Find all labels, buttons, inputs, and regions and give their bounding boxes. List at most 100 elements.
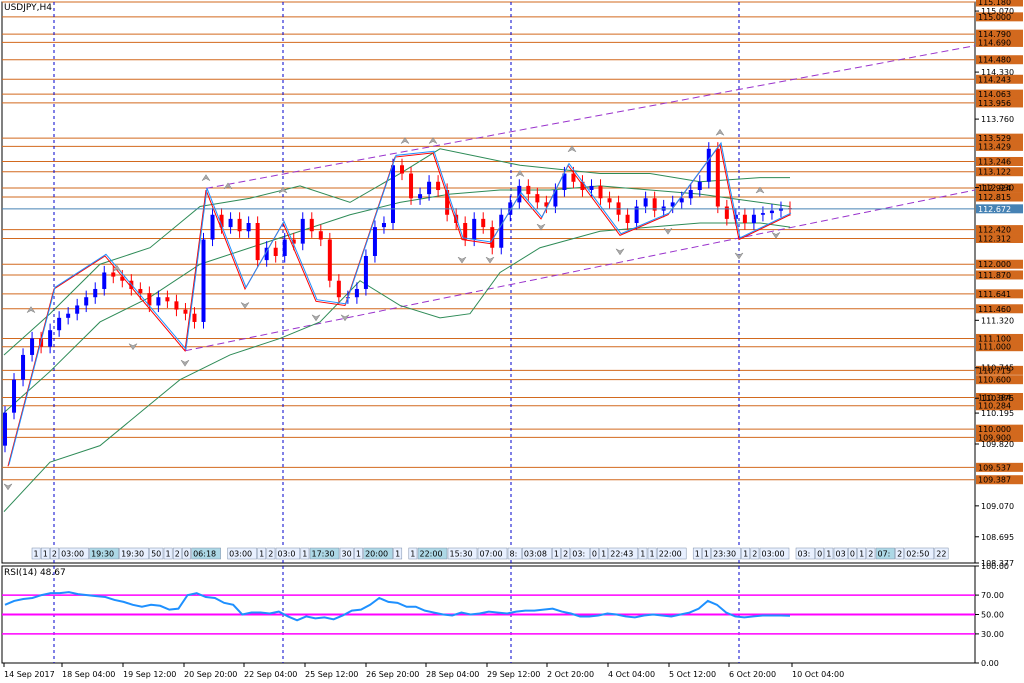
price-level-label: 114.063 [978, 90, 1011, 99]
fractal-up-arrow [567, 145, 577, 153]
zigzag-red-line [7, 143, 791, 467]
candle-body [156, 297, 161, 306]
price-level-label: 109.900 [978, 433, 1011, 442]
candle-body [372, 227, 377, 256]
fractal-down-arrow [311, 314, 321, 322]
candle-body [418, 194, 423, 199]
candle-body [760, 213, 765, 215]
price-level-label: 111.870 [978, 271, 1011, 280]
time-label-text: 22:00 [659, 550, 682, 559]
price-level-tag [976, 0, 1023, 7]
price-level-label: 111.100 [978, 334, 1011, 343]
candle-body [84, 297, 89, 306]
candle-body [12, 379, 17, 413]
price-level-label: 109.537 [978, 463, 1011, 472]
time-label-text: 03:00 [762, 550, 785, 559]
candle-body [309, 218, 314, 232]
fractal-up-arrow [112, 264, 122, 273]
time-label-box [59, 547, 89, 560]
candle-body [445, 190, 450, 215]
candle-body [120, 276, 125, 281]
price-level-tag [976, 392, 1023, 402]
candle-body [381, 223, 386, 228]
price-level-label: 112.924 [978, 184, 1011, 193]
time-label-box [857, 547, 867, 560]
time-label-box [904, 547, 935, 560]
candle-body [147, 293, 152, 306]
price-level-label: 111.460 [978, 305, 1011, 314]
price-level-tag [976, 475, 1023, 485]
time-label-text: 15:30 [450, 550, 473, 559]
time-label-text: 02:50 [906, 550, 929, 559]
price-level-label: 112.000 [978, 260, 1011, 269]
time-label-box [300, 547, 310, 560]
fractal-up-arrow [26, 306, 36, 314]
fractal-down-arrow [734, 252, 744, 260]
time-label-box [275, 547, 301, 560]
time-label-text: 30 [342, 550, 352, 559]
price-level-tag [976, 167, 1023, 177]
candle-body [201, 239, 206, 322]
price-level-label: 110.384 [978, 393, 1011, 402]
fractal-down-arrow [536, 223, 546, 231]
time-label-text: 22:00 [420, 550, 443, 559]
price-level-label: 114.243 [978, 75, 1011, 84]
price-level-label: 115.000 [978, 13, 1011, 22]
candle-body [165, 297, 170, 302]
time-label-box [599, 547, 609, 560]
candle-body [246, 223, 251, 232]
price-level-tag [976, 304, 1023, 314]
price-level-label: 111.641 [978, 290, 1011, 299]
candle-body [607, 198, 612, 203]
rsi-line [4, 591, 791, 622]
time-label-text: 1 [410, 550, 415, 559]
time-label-text: 1 [650, 550, 655, 559]
time-label-box [759, 547, 790, 560]
candle-body [670, 202, 675, 207]
price-level-tag [976, 141, 1023, 151]
candle-body [174, 301, 179, 310]
price-level-tag [976, 74, 1023, 84]
fractal-down-arrow [128, 343, 138, 351]
x-tick-label: 4 Oct 04:00 [608, 670, 655, 679]
price-level-tag [976, 342, 1023, 352]
fractal-down-arrow [663, 227, 673, 235]
candle-body [400, 165, 405, 174]
time-label-text: 1 [259, 550, 264, 559]
time-label-box [31, 547, 41, 560]
price-level-label: 113.122 [978, 168, 1011, 177]
price-level-label: 114.480 [978, 56, 1011, 65]
fractal-down-arrow [771, 231, 781, 239]
channel-upper-line [205, 45, 976, 189]
candle-body [183, 309, 188, 314]
time-label-box [824, 547, 834, 560]
time-label-text: 50 [151, 550, 161, 559]
time-label-box [417, 547, 448, 560]
time-label-text: 1 [34, 550, 39, 559]
time-label-text: 06:18 [193, 550, 216, 559]
x-tick-label: 6 Oct 20:00 [729, 670, 776, 679]
candle-body [589, 185, 594, 191]
time-label-box [266, 547, 276, 560]
time-label-box [702, 547, 711, 560]
candle-body [544, 202, 549, 207]
time-label-box [309, 547, 340, 560]
time-label-text: 2 [897, 550, 902, 559]
candle-body [526, 185, 531, 195]
time-label-box [408, 547, 418, 560]
candle-body [93, 288, 98, 298]
candle-body [463, 223, 468, 240]
price-tick-label: 112.930 [981, 184, 1014, 193]
price-level-tag [976, 289, 1023, 299]
price-tick-label: 108.695 [981, 533, 1014, 542]
rsi-label: RSI(14) 48.67 [4, 568, 66, 578]
x-tick-label: 10 Oct 04:00 [792, 670, 844, 679]
candle-body [192, 313, 197, 322]
candle-body [715, 148, 720, 207]
price-tick-label: 110.745 [981, 364, 1014, 373]
time-label-box [477, 547, 508, 560]
x-tick-label: 25 Sep 12:00 [305, 670, 358, 679]
price-level-tag [976, 98, 1023, 108]
